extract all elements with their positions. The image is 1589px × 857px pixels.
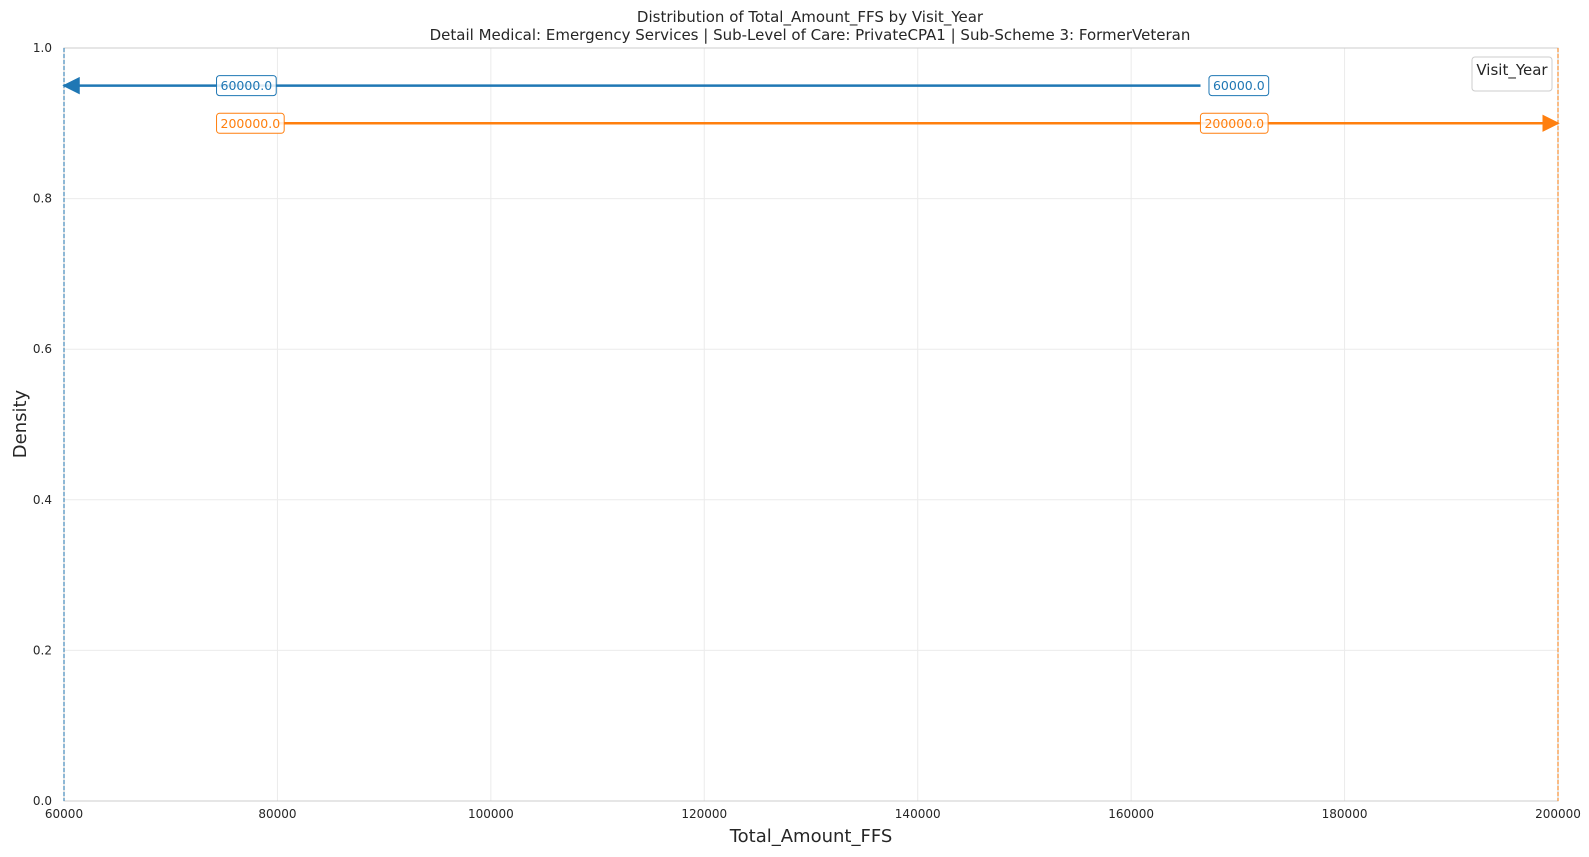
legend: Visit_Year xyxy=(1471,56,1553,92)
annotation-label-text: 200000.0 xyxy=(221,116,281,131)
grid xyxy=(63,47,1559,802)
y-axis-label: Density xyxy=(10,389,31,458)
annotation-label-box xyxy=(216,112,285,134)
y-tick-label: 1.0 xyxy=(33,41,52,55)
annotation-label-text: 60000.0 xyxy=(1213,78,1265,93)
x-tick-label: 120000 xyxy=(681,807,727,821)
x-tick-label: 200000 xyxy=(1535,807,1581,821)
annotation-label-text: 200000.0 xyxy=(1204,116,1264,131)
y-tick-label: 0.0 xyxy=(33,794,52,808)
annotation-label-box xyxy=(1208,75,1270,97)
y-tick-label: 0.8 xyxy=(33,192,52,206)
annotation-label: 60000.0 xyxy=(1208,75,1270,97)
legend-box xyxy=(1471,56,1553,92)
x-tick-label: 60000 xyxy=(45,807,83,821)
x-axis-label: Total_Amount_FFS xyxy=(729,826,893,847)
annotation-label: 60000.0 xyxy=(216,75,277,97)
y-tick-label: 0.2 xyxy=(33,643,52,657)
x-tick-label: 160000 xyxy=(1108,807,1154,821)
x-tick-label: 80000 xyxy=(258,807,296,821)
legend-title: Visit_Year xyxy=(1476,61,1548,80)
annotation-label-box xyxy=(216,75,277,97)
plot-area xyxy=(63,47,1559,802)
annotation-label: 200000.0 xyxy=(216,112,285,134)
chart-title: Distribution of Total_Amount_FFS by Visi… xyxy=(637,8,984,27)
y-axis: 0.0 0.2 0.4 0.6 0.8 1.0 xyxy=(33,41,52,808)
annotation-label: 200000.0 xyxy=(1199,112,1269,134)
annotation-label-box xyxy=(1199,112,1269,134)
annotation-label-text: 60000.0 xyxy=(221,78,273,93)
x-axis: 60000 80000 100000 120000 140000 160000 180000… xyxy=(45,807,1581,821)
x-tick-label: 140000 xyxy=(895,807,941,821)
x-tick-label: 100000 xyxy=(468,807,514,821)
series-layer: 60000.0 60000.0 200000.0 200000.0 xyxy=(62,48,1560,801)
y-tick-label: 0.4 xyxy=(33,493,52,507)
x-tick-label: 180000 xyxy=(1322,807,1368,821)
y-tick-label: 0.6 xyxy=(33,342,52,356)
chart-subtitle: Detail Medical: Emergency Services | Sub… xyxy=(430,26,1191,44)
